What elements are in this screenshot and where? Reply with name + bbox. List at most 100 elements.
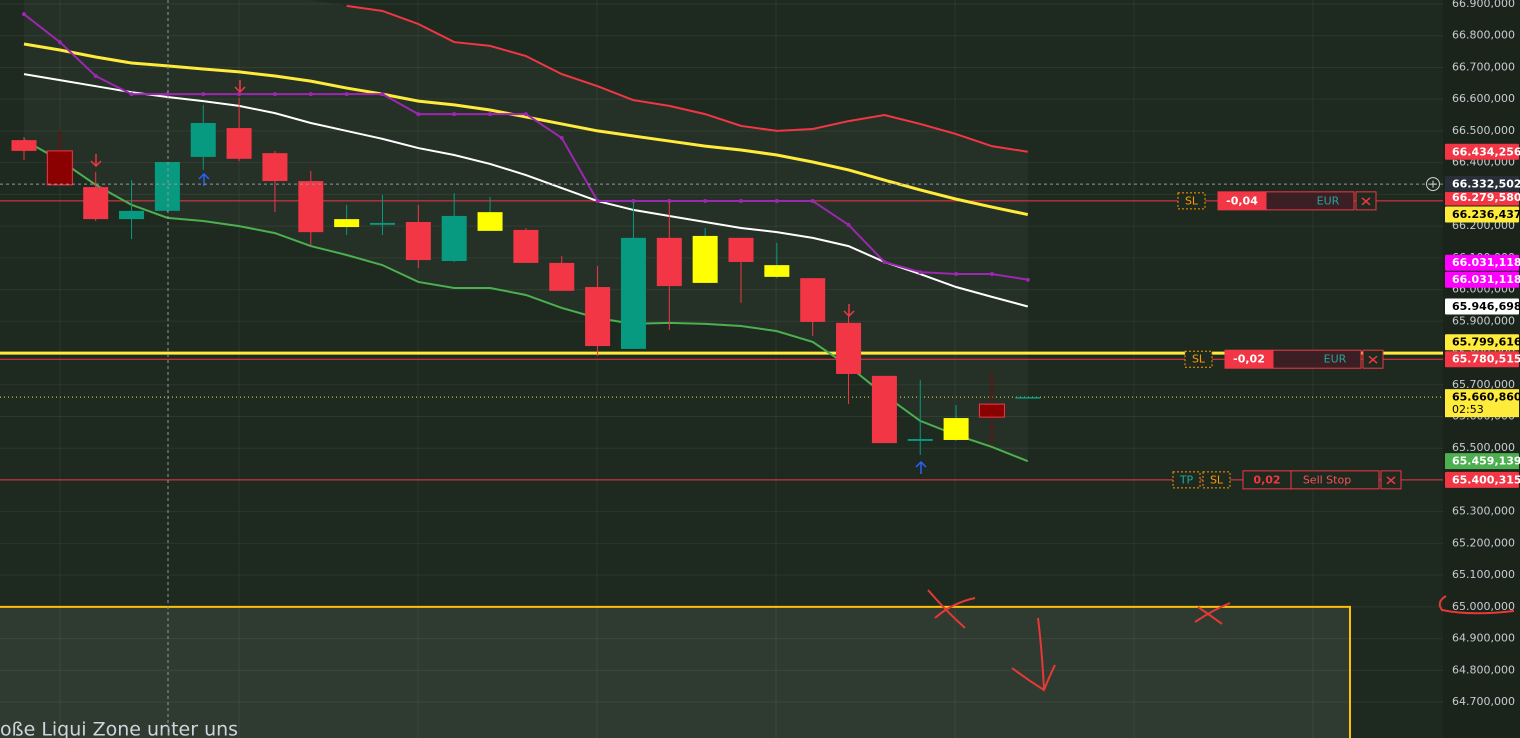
sell-signal [90, 154, 102, 168]
y-tick-label: 66.600,000 [1452, 92, 1515, 105]
indicator-dot [57, 40, 62, 45]
indicator-dot [165, 92, 170, 97]
indicator-dot [380, 92, 385, 97]
y-tick-label: 65.700,000 [1452, 378, 1515, 391]
price-tag-label: 65.780,515 [1452, 353, 1520, 366]
order-tag: SL [1210, 473, 1224, 486]
candles [11, 97, 1041, 455]
indicator-dot [703, 199, 708, 204]
candle-body [836, 322, 862, 374]
indicator-dot [344, 92, 349, 97]
price-tag [1445, 189, 1519, 206]
indicator-dot [129, 92, 134, 97]
order-info-box[interactable] [1290, 470, 1380, 490]
candle-body [800, 278, 826, 322]
order-tag: TP [1179, 473, 1194, 486]
candle-body [334, 219, 360, 228]
zone-label: oße Liqui Zone unter uns [0, 719, 238, 738]
order-pnl: -0,02 [1233, 353, 1265, 366]
candle-body [513, 229, 539, 263]
candle-body [298, 181, 324, 233]
candle-body [46, 150, 73, 186]
price-tag [1445, 351, 1519, 368]
price-tag [1445, 471, 1519, 488]
indicator-line [23, 42, 1029, 217]
price-tag-label: 65.799,616 [1452, 336, 1520, 349]
hand-x-mark [927, 589, 976, 629]
candle-body [764, 265, 790, 277]
candle-body [262, 153, 288, 182]
price-tag-label: 65.660,860 [1452, 391, 1520, 404]
price-axis-background [1443, 0, 1520, 738]
countdown: 02:53 [1452, 403, 1484, 416]
zone: oße Liqui Zone unter uns [0, 605, 1351, 738]
y-tick-label: 65.500,000 [1452, 441, 1515, 454]
price-tags: 66.434,256 66.279,580 66.236,437 66.031,118… [1445, 143, 1520, 488]
add-button[interactable] [1426, 177, 1440, 192]
indicator-dot [452, 112, 457, 117]
price-tag [1445, 254, 1519, 271]
sell-signal [234, 80, 246, 94]
order-close-icon [1368, 355, 1378, 364]
y-tick-label: 64.700,000 [1452, 695, 1515, 708]
indicator-dot [1025, 277, 1030, 282]
candle-body [871, 375, 897, 444]
price-tag [1445, 389, 1519, 418]
price-tag-label: 65.400,315 [1452, 473, 1520, 486]
candle-body [728, 237, 754, 262]
y-tick-label: 65.100,000 [1452, 568, 1515, 581]
y-tick-label: 66.500,000 [1452, 124, 1515, 137]
candle-body [119, 210, 145, 220]
order-info: EUR [1317, 194, 1340, 207]
y-tick-label: 64.800,000 [1452, 663, 1515, 676]
candle-body [549, 262, 575, 291]
order-info-box[interactable] [1265, 191, 1355, 211]
candle-body [620, 237, 646, 349]
buy-signal [915, 460, 927, 474]
indicator-dot [810, 199, 815, 204]
indicator-dot [488, 112, 493, 117]
candle-body [692, 235, 718, 283]
candle-body [154, 162, 180, 211]
candle-body [943, 418, 969, 440]
price-tag [1445, 271, 1519, 288]
order-pnl: -0,04 [1226, 194, 1258, 207]
candle-body [370, 222, 395, 225]
indicator-dot [667, 199, 672, 204]
candle-body [83, 187, 109, 220]
price-tag-label: 66.434,256 [1452, 145, 1520, 158]
indicator-dot [739, 199, 743, 204]
candle-body [226, 128, 252, 159]
indicator-line [23, 139, 1029, 463]
price-tag [1445, 334, 1519, 351]
candle-body [656, 237, 682, 287]
order-info-box[interactable] [1272, 349, 1362, 369]
indicator-line [23, 73, 1029, 308]
hand-x-mark [1194, 602, 1231, 625]
hand-arrow [1011, 617, 1056, 692]
indicator-line [346, 4, 1028, 153]
indicator-dot [416, 112, 421, 117]
indicator-dot [523, 112, 528, 117]
candle-body [585, 287, 611, 347]
y-tick-label: 64.900,000 [1452, 632, 1515, 645]
indicator-dot [559, 135, 564, 140]
add-icon [1429, 180, 1437, 188]
crosshair-label: 66.332,502 [1452, 178, 1520, 191]
y-tick-label: 65.900,000 [1452, 314, 1515, 327]
candle-body [190, 122, 216, 157]
indicator-dot [882, 259, 887, 264]
indicator-dot [93, 74, 98, 79]
indicator-dot [774, 199, 779, 204]
order-close-icon [1386, 476, 1396, 485]
sell-signal [843, 304, 855, 318]
indicator-dot [989, 272, 994, 277]
signals [90, 80, 927, 474]
hand-circle [1438, 595, 1515, 615]
y-tick-label: 66.900,000 [1452, 0, 1515, 10]
order-tag-box [1172, 471, 1201, 489]
indicator-dot [308, 92, 313, 97]
y-tick-label: 66.800,000 [1452, 29, 1515, 42]
order-tag: SL [1192, 353, 1206, 366]
